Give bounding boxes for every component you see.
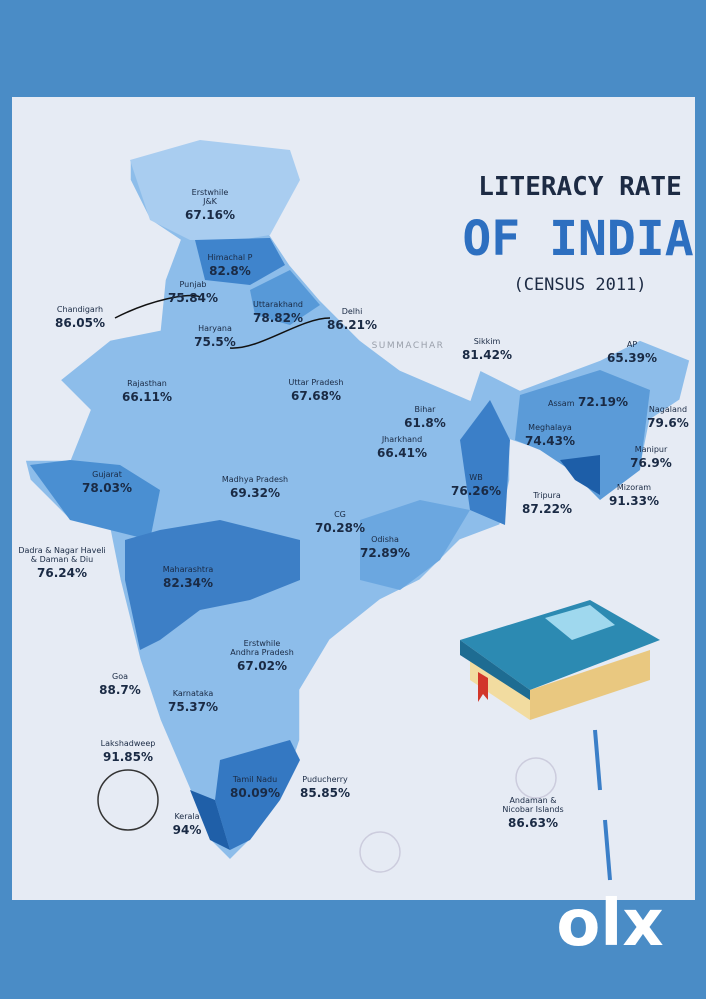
himachal-region: [195, 238, 285, 285]
ne-region: [515, 370, 650, 500]
decor-circle: [515, 757, 557, 799]
region-value: 82.34%: [163, 576, 213, 590]
gujarat-region: [30, 460, 160, 540]
region-value: 79.6%: [647, 416, 689, 430]
region-name: Rajasthan: [127, 379, 167, 388]
region-name: Meghalaya: [528, 423, 572, 432]
region-value: 67.68%: [291, 389, 341, 403]
region-name: Gujarat: [92, 470, 122, 479]
lakshadweep-circle: [97, 769, 159, 831]
region-name: Puducherry: [302, 775, 348, 784]
region-value: 65.39%: [607, 351, 657, 365]
region-name: Uttar Pradesh: [289, 378, 344, 387]
region-name: Kerala: [174, 812, 199, 821]
region-name: Goa: [112, 672, 128, 681]
region-value: 78.03%: [82, 481, 132, 495]
tn-region: [215, 740, 300, 850]
region-name: Manipur: [635, 445, 668, 454]
islands: [593, 729, 612, 881]
title: LITERACY RATE: [478, 172, 682, 202]
region-name: Uttarakhand: [253, 300, 303, 309]
region-name: Mizoram: [617, 483, 651, 492]
region-name: Nagaland: [649, 405, 687, 414]
uttarakhand-region: [250, 270, 320, 325]
region-value: 72.19%: [578, 395, 628, 409]
region-name: Nicobar Islands: [502, 805, 563, 814]
region-value: 78.82%: [253, 311, 303, 325]
region-value: 67.16%: [185, 208, 235, 222]
subtitle: (CENSUS 2011): [513, 275, 646, 295]
region-name: Tamil Nadu: [232, 775, 277, 784]
region-name: Delhi: [342, 307, 363, 316]
region-name: Assam: [548, 399, 575, 408]
region-name: WB: [469, 473, 482, 482]
region-value: 66.11%: [122, 390, 172, 404]
region-name: Jharkhand: [381, 435, 422, 444]
watermark: SUMMACHAR: [372, 341, 445, 351]
region-value: 75.37%: [168, 700, 218, 714]
region-value: 88.7%: [99, 683, 141, 697]
region-value: 76.9%: [630, 456, 672, 470]
region-name: Haryana: [198, 324, 232, 333]
region-name: Madhya Pradesh: [222, 475, 288, 484]
region-name: Erstwhile: [192, 188, 229, 197]
region-value: 82.8%: [209, 264, 251, 278]
decor-circle: [359, 831, 401, 873]
region-name: CG: [334, 510, 346, 519]
india-map: [24, 139, 691, 862]
region-name: Lakshadweep: [101, 739, 156, 748]
region-value: 74.43%: [525, 434, 575, 448]
mizoram-region: [560, 455, 600, 495]
region-value: 75.84%: [168, 291, 218, 305]
region-value: 81.42%: [462, 348, 512, 362]
region-value: 61.8%: [404, 416, 446, 430]
region-value: 86.63%: [508, 816, 558, 830]
region-value: 67.02%: [237, 659, 287, 673]
region-value: 69.32%: [230, 486, 280, 500]
region-name: Andaman &: [509, 796, 556, 805]
chandigarh-pointer: [114, 294, 201, 319]
region-value: 66.41%: [377, 446, 427, 460]
region-value: 75.5%: [194, 335, 236, 349]
region-name: Chandigarh: [57, 305, 103, 314]
region-value: 91.33%: [609, 494, 659, 508]
title: OF INDIA: [462, 211, 693, 267]
region-value: 86.21%: [327, 318, 377, 332]
odisha-region: [360, 500, 470, 590]
region-name: AP: [627, 340, 637, 349]
region-value: 91.85%: [103, 750, 153, 764]
region-value: 85.85%: [300, 786, 350, 800]
region-name: Odisha: [371, 535, 399, 544]
region-name: Karnataka: [173, 689, 214, 698]
region-name: Punjab: [179, 280, 206, 289]
region-name: Erstwhile: [244, 639, 281, 648]
region-name: J&K: [202, 197, 218, 206]
region-value: 80.09%: [230, 786, 280, 800]
wb-region: [460, 400, 510, 525]
jk-region: [130, 140, 300, 240]
brand-logo: olx: [556, 887, 663, 961]
region-value: 72.89%: [360, 546, 410, 560]
region-value: 76.24%: [37, 566, 87, 580]
region-name: Andhra Pradesh: [230, 648, 294, 657]
region-value: 94%: [173, 823, 202, 837]
region-value: 86.05%: [55, 316, 105, 330]
book-illustration: [460, 600, 660, 720]
region-value: 87.22%: [522, 502, 572, 516]
region-name: Himachal P: [208, 253, 253, 262]
region-name: Bihar: [415, 405, 437, 414]
region-name: & Daman & Diu: [31, 555, 93, 564]
region-name: Dadra & Nagar Haveli: [18, 546, 105, 555]
delhi-pointer: [229, 317, 331, 349]
region-value: 76.26%: [451, 484, 501, 498]
region-name: Sikkim: [474, 337, 501, 346]
maharashtra-region: [125, 520, 300, 650]
region-name: Tripura: [532, 491, 561, 500]
kerala-region: [190, 790, 230, 850]
region-name: Maharashtra: [163, 565, 214, 574]
region-value: 70.28%: [315, 521, 365, 535]
